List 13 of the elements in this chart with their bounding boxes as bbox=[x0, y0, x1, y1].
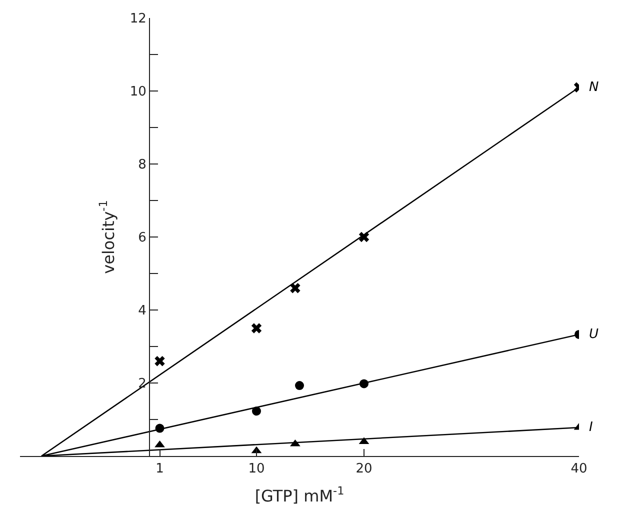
x-tick-label: 10 bbox=[248, 462, 265, 477]
x-tick-label: 40 bbox=[570, 462, 588, 477]
y-tick-label: 4 bbox=[138, 304, 146, 319]
y-tick-label: 12 bbox=[130, 12, 146, 27]
series-label: N bbox=[589, 80, 599, 95]
x-axis-title: [GTP] mM$^{-1}$ bbox=[254, 484, 344, 506]
series-label: I bbox=[589, 420, 593, 435]
x-tick-label: 1 bbox=[156, 462, 164, 477]
y-tick-label: 10 bbox=[130, 84, 146, 100]
series-label: U bbox=[589, 327, 599, 342]
x-tick-label: 20 bbox=[356, 462, 372, 477]
y-tick-label: 8 bbox=[138, 158, 146, 173]
y-tick-label: 6 bbox=[138, 230, 146, 246]
